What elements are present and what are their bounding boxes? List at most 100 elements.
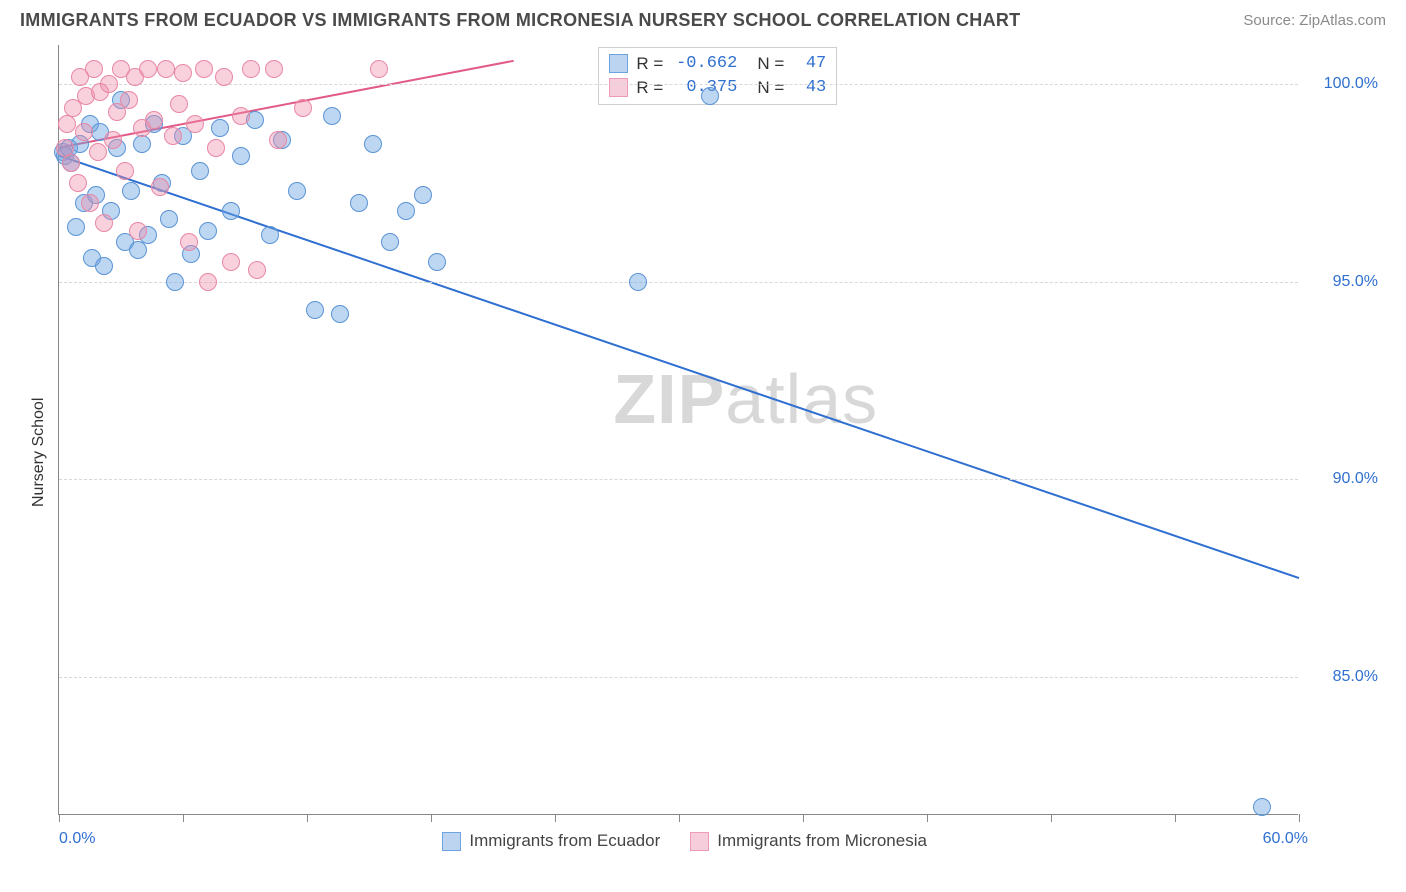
data-point-micronesia (95, 214, 113, 232)
data-point-micronesia (129, 222, 147, 240)
data-point-micronesia (370, 60, 388, 78)
x-tick (679, 814, 680, 822)
data-point-ecuador (211, 119, 229, 137)
data-point-micronesia (199, 273, 217, 291)
data-point-ecuador (129, 241, 147, 259)
data-point-ecuador (1253, 798, 1271, 816)
x-tick (307, 814, 308, 822)
x-end-label: 60.0% (1263, 830, 1308, 848)
x-tick (183, 814, 184, 822)
data-point-ecuador (331, 305, 349, 323)
series-legend-label: Immigrants from Micronesia (717, 831, 927, 851)
series-legend-item-ecuador: Immigrants from Ecuador (442, 831, 660, 851)
data-point-micronesia (89, 143, 107, 161)
x-tick (431, 814, 432, 822)
data-point-micronesia (195, 60, 213, 78)
legend-n-label: N = (757, 76, 784, 100)
data-point-micronesia (145, 111, 163, 129)
data-point-ecuador (67, 218, 85, 236)
data-point-micronesia (139, 60, 157, 78)
series-legend: Immigrants from Ecuador Immigrants from M… (442, 831, 927, 851)
x-tick (59, 814, 60, 822)
data-point-ecuador (133, 135, 151, 153)
data-point-micronesia (269, 131, 287, 149)
legend-n-value: 47 (792, 52, 826, 76)
data-point-ecuador (428, 253, 446, 271)
data-point-micronesia (215, 68, 233, 86)
source-label: Source: (1243, 12, 1299, 29)
data-point-micronesia (248, 261, 266, 279)
data-point-micronesia (164, 127, 182, 145)
chart-header: IMMIGRANTS FROM ECUADOR VS IMMIGRANTS FR… (0, 0, 1406, 39)
x-tick (555, 814, 556, 822)
data-point-micronesia (58, 115, 76, 133)
data-point-ecuador (288, 182, 306, 200)
x-tick (1051, 814, 1052, 822)
gridline (59, 677, 1298, 678)
legend-r-value: -0.662 (671, 52, 737, 76)
gridline (59, 84, 1298, 85)
data-point-ecuador (414, 186, 432, 204)
legend-swatch-micronesia (609, 78, 628, 97)
x-tick (803, 814, 804, 822)
data-point-micronesia (75, 123, 93, 141)
data-point-ecuador (350, 194, 368, 212)
x-tick (1175, 814, 1176, 822)
data-point-micronesia (242, 60, 260, 78)
data-point-ecuador (261, 226, 279, 244)
data-point-micronesia (116, 162, 134, 180)
legend-n-label: N = (757, 52, 784, 76)
data-point-ecuador (232, 147, 250, 165)
data-point-ecuador (199, 222, 217, 240)
data-point-micronesia (174, 64, 192, 82)
y-axis-label: Nursery School (30, 398, 48, 507)
data-point-ecuador (701, 87, 719, 105)
data-point-micronesia (232, 107, 250, 125)
series-legend-item-micronesia: Immigrants from Micronesia (690, 831, 927, 851)
data-point-ecuador (95, 257, 113, 275)
legend-swatch-ecuador (609, 54, 628, 73)
plot-area: ZIPatlas R =-0.662N =47R =0.375N =43 100… (58, 45, 1298, 815)
data-point-micronesia (62, 154, 80, 172)
data-point-ecuador (306, 301, 324, 319)
legend-r-label: R = (636, 76, 663, 100)
series-legend-label: Immigrants from Ecuador (469, 831, 660, 851)
data-point-micronesia (294, 99, 312, 117)
data-point-ecuador (222, 202, 240, 220)
data-point-ecuador (122, 182, 140, 200)
data-point-micronesia (170, 95, 188, 113)
data-point-micronesia (100, 75, 118, 93)
data-point-micronesia (186, 115, 204, 133)
watermark: ZIPatlas (613, 359, 878, 439)
data-point-micronesia (69, 174, 87, 192)
data-point-ecuador (166, 273, 184, 291)
data-point-ecuador (397, 202, 415, 220)
y-tick-label: 100.0% (1308, 75, 1378, 93)
legend-swatch-micronesia (690, 832, 709, 851)
data-point-micronesia (265, 60, 283, 78)
gridline (59, 479, 1298, 480)
data-point-ecuador (323, 107, 341, 125)
gridline (59, 282, 1298, 283)
data-point-ecuador (364, 135, 382, 153)
y-tick-label: 95.0% (1308, 273, 1378, 291)
data-point-ecuador (160, 210, 178, 228)
data-point-micronesia (151, 178, 169, 196)
y-tick-label: 90.0% (1308, 470, 1378, 488)
data-point-micronesia (81, 194, 99, 212)
data-point-micronesia (222, 253, 240, 271)
data-point-ecuador (629, 273, 647, 291)
legend-row-ecuador: R = -0.662 N = 47 (609, 52, 826, 76)
legend-n-value: 43 (792, 76, 826, 100)
data-point-ecuador (381, 233, 399, 251)
trend-line-ecuador (59, 156, 1299, 579)
data-point-micronesia (180, 233, 198, 251)
data-point-ecuador (191, 162, 209, 180)
data-point-micronesia (104, 131, 122, 149)
data-point-micronesia (85, 60, 103, 78)
x-end-label: 0.0% (59, 830, 95, 848)
data-point-micronesia (157, 60, 175, 78)
legend-swatch-ecuador (442, 832, 461, 851)
data-point-micronesia (120, 91, 138, 109)
legend-r-label: R = (636, 52, 663, 76)
